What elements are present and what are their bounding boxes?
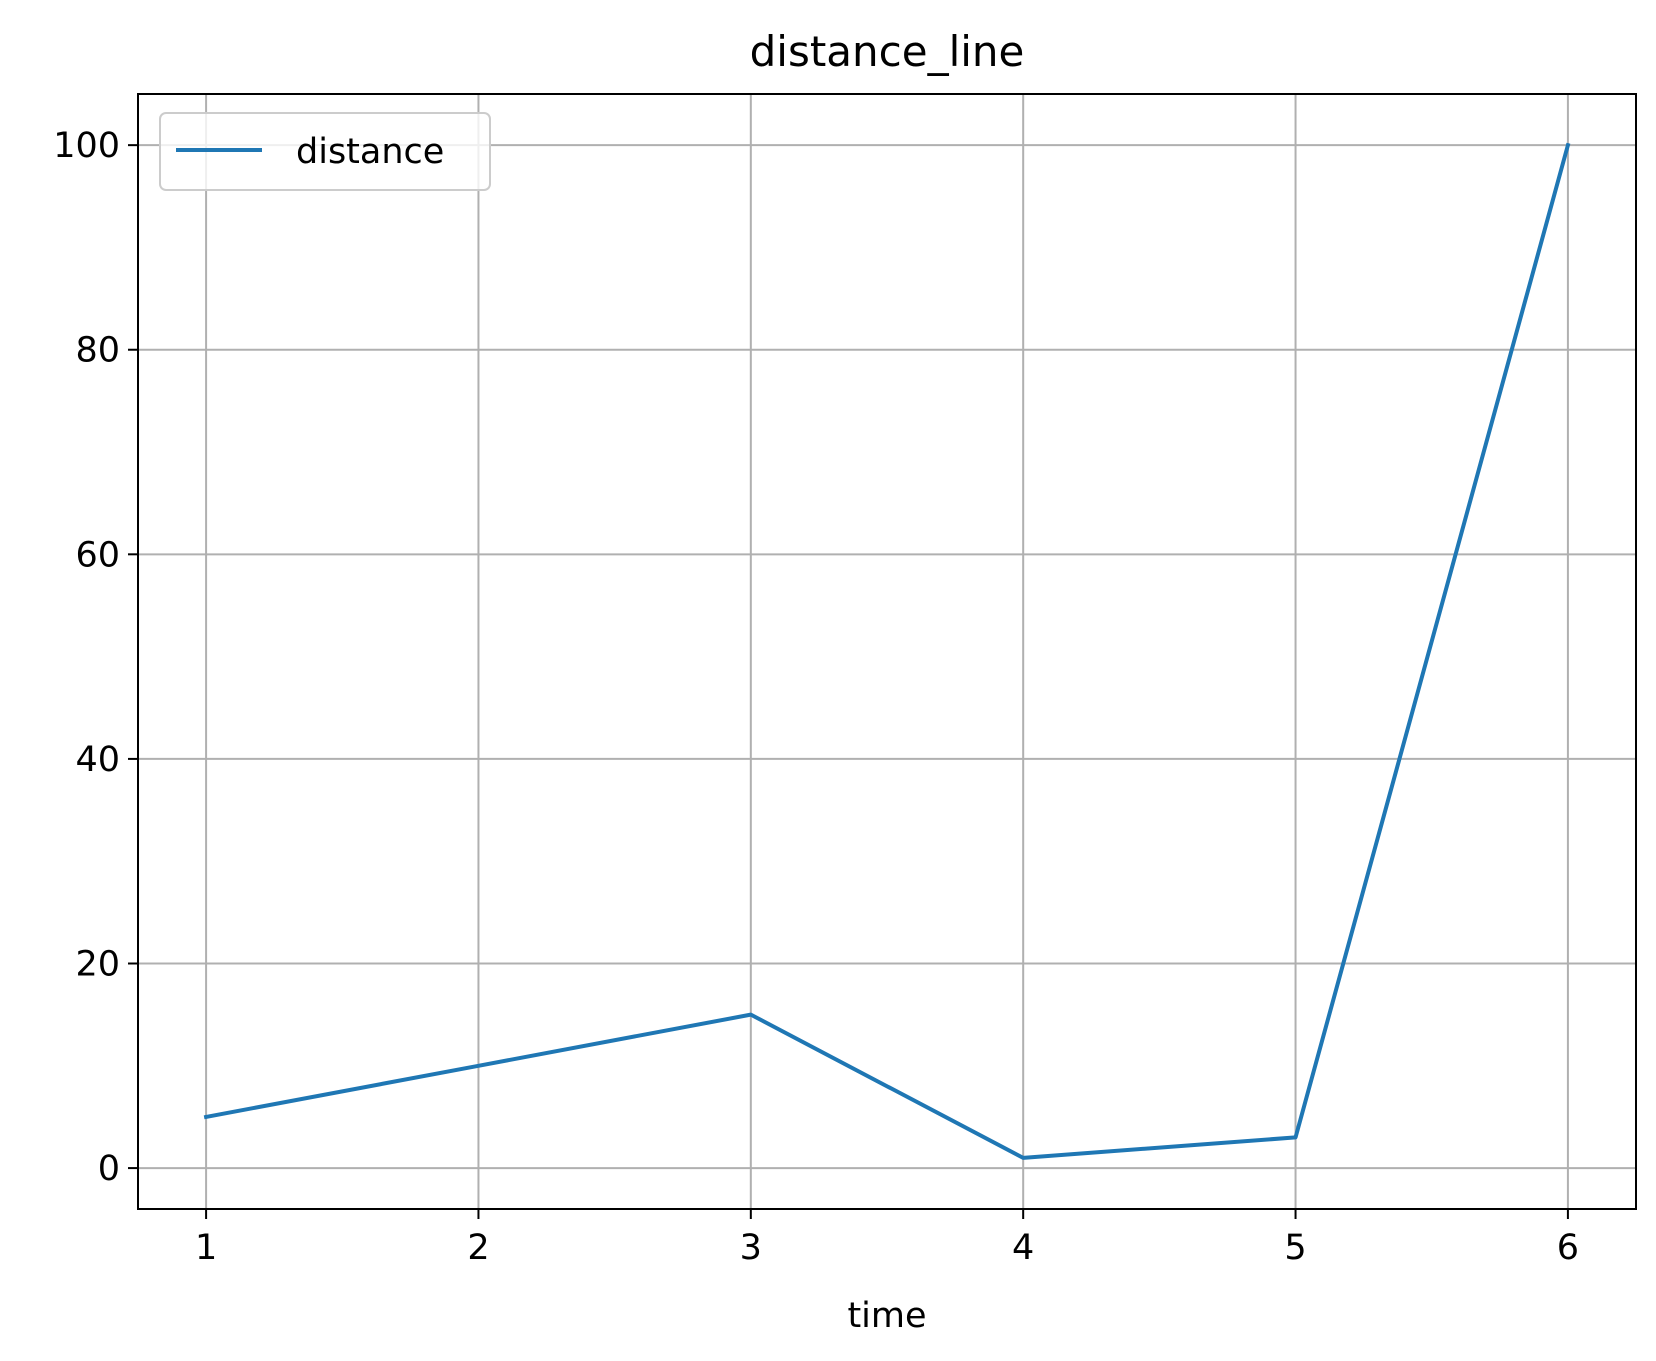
grid — [138, 94, 1636, 1209]
x-tick-label: 4 — [1012, 1228, 1034, 1268]
x-tick-label: 1 — [195, 1228, 217, 1268]
x-tick-label: 2 — [467, 1228, 489, 1268]
x-tick-label: 3 — [740, 1228, 762, 1268]
plot-background — [138, 94, 1636, 1209]
series-line-distance — [203, 142, 1571, 1160]
y-axis-ticks: 0 20 40 60 80 100 — [53, 126, 138, 1189]
y-tick-label: 60 — [75, 535, 120, 575]
x-tick-label: 6 — [1557, 1228, 1579, 1268]
legend: distance — [159, 112, 491, 191]
y-tick-label: 20 — [75, 944, 120, 984]
y-tick-label: 100 — [53, 126, 120, 166]
y-tick-label: 40 — [75, 740, 120, 780]
legend-box — [159, 112, 491, 191]
legend-label-distance: distance — [296, 132, 444, 172]
axes-frame — [137, 93, 1637, 1210]
y-tick-label: 0 — [98, 1149, 120, 1189]
plot-area — [137, 93, 1637, 1210]
series-layer — [203, 142, 1571, 1160]
x-axis-label: time — [847, 1296, 926, 1336]
x-tick-label: 5 — [1284, 1228, 1306, 1268]
chart-title: distance_line — [750, 27, 1025, 76]
x-axis-ticks: 1 2 3 4 5 6 — [195, 1209, 1579, 1268]
y-tick-label: 80 — [75, 331, 120, 371]
